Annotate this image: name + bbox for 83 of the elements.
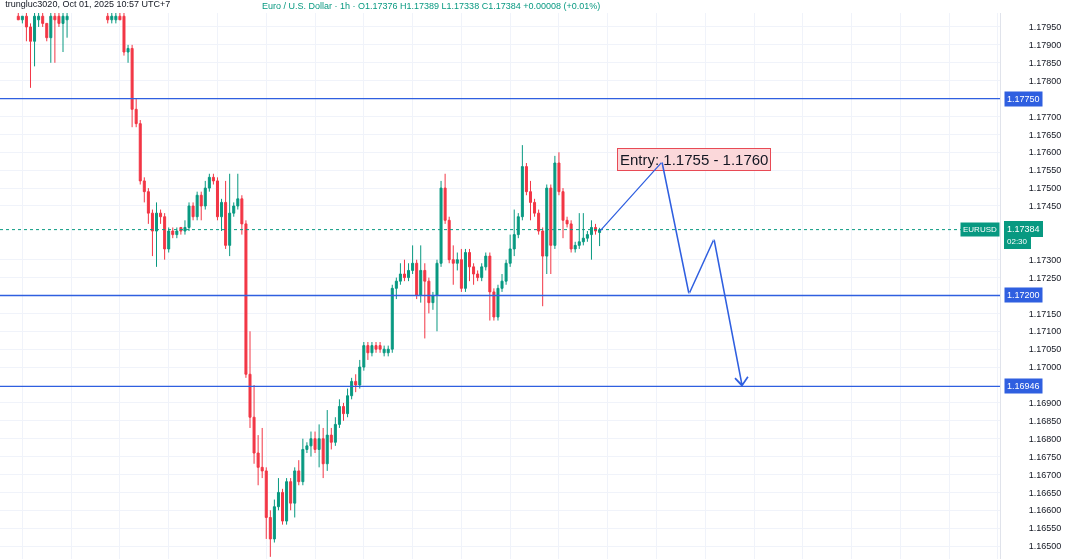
candlestick — [224, 180, 228, 250]
candlestick — [297, 459, 301, 486]
candlestick — [114, 13, 118, 24]
candlestick — [171, 226, 175, 239]
y-tick-label: 1.17700 — [1028, 111, 1062, 122]
y-tick-label: 1.16700 — [1028, 469, 1062, 480]
y-tick-label: 1.17650 — [1028, 129, 1062, 140]
candlestick — [488, 252, 492, 322]
y-tick-label: 1.16500 — [1028, 541, 1062, 552]
candlestick — [325, 409, 329, 472]
candlestick — [289, 477, 293, 511]
candlestick — [370, 341, 374, 357]
y-tick-label: 1.16900 — [1028, 398, 1062, 409]
candlestick — [549, 184, 553, 275]
candlestick — [419, 244, 423, 304]
candlestick — [20, 15, 24, 24]
candlestick — [122, 13, 126, 57]
candlestick — [301, 438, 305, 486]
chart-subtitle: Euro / U.S. Dollar · 1h · O1.17376 H1.17389 L1.17338 C1.17384 +0.00008 (+0.01%) — [262, 1, 601, 11]
candlestick — [110, 13, 114, 24]
annotation: Entry: 1.1755 - 1.1760 — [620, 151, 769, 168]
y-tick-label: 1.16550 — [1028, 523, 1062, 534]
candlestick — [329, 427, 333, 450]
candlestick — [374, 341, 378, 354]
y-tick-label: 1.16750 — [1028, 451, 1062, 462]
candlestick — [354, 373, 358, 393]
y-tick-label: 1.17900 — [1028, 40, 1062, 51]
candlestick — [423, 262, 427, 339]
y-tick-label: 1.17250 — [1028, 272, 1062, 283]
y-tick-label: 1.16850 — [1028, 415, 1062, 426]
y-tick-label: 1.17050 — [1028, 344, 1062, 355]
candlestick — [195, 191, 199, 221]
candlestick — [378, 341, 382, 354]
y-tick-label: 1.16800 — [1028, 433, 1062, 444]
y-tick-label: 1.17100 — [1028, 326, 1062, 337]
candlestick — [402, 259, 406, 282]
candlestick — [281, 488, 285, 526]
candlestick — [163, 212, 167, 261]
y-tick-label: 1.17450 — [1028, 201, 1062, 212]
candlestick — [468, 248, 472, 282]
candlestick — [61, 13, 65, 53]
candlestick — [313, 431, 317, 454]
candlestick — [382, 345, 386, 357]
y-tick-label: 1.17550 — [1028, 165, 1062, 176]
text: 1.17384 — [1007, 224, 1040, 234]
text: 02:30 — [1007, 237, 1028, 246]
candlestick — [463, 248, 467, 293]
chart-title: trungluc3020, Oct 01, 2025 10:57 UTC+7 — [5, 0, 171, 10]
candlestick — [309, 431, 313, 458]
y-tick-label: 1.17150 — [1028, 308, 1062, 319]
candlestick — [321, 427, 325, 479]
ref-line-label: 1.17200 — [1007, 290, 1040, 300]
y-tick-label: 1.16650 — [1028, 487, 1062, 498]
candlestick — [215, 176, 219, 221]
y-tick-label: 1.17300 — [1028, 254, 1062, 265]
candlestick — [53, 13, 57, 64]
candlestick — [16, 13, 20, 21]
y-tick-label: 1.17950 — [1028, 22, 1062, 33]
y-tick-label: 1.17600 — [1028, 147, 1062, 158]
candlestick — [455, 252, 459, 271]
candlestick — [191, 201, 195, 221]
candlestick — [33, 13, 37, 67]
ref-line-label: 1.16946 — [1007, 381, 1040, 391]
y-tick-label: 1.17800 — [1028, 75, 1062, 86]
candlestick — [285, 477, 289, 526]
candlestick — [130, 44, 134, 128]
candlestick — [317, 423, 321, 468]
y-tick-label: 1.17850 — [1028, 57, 1062, 68]
candlestick — [569, 219, 573, 254]
y-tick-label: 1.17000 — [1028, 362, 1062, 373]
candlestick — [106, 13, 110, 24]
candlestick — [49, 13, 53, 64]
candlestick — [293, 466, 297, 518]
candlestick — [366, 341, 370, 361]
candlestick — [342, 402, 345, 422]
candlestick — [415, 259, 419, 300]
candlestick — [199, 191, 203, 221]
y-tick-label: 1.16600 — [1028, 505, 1062, 516]
ref-line-label: EURUSD — [963, 225, 997, 234]
candlestick — [459, 248, 463, 293]
y-tick-label: 1.17500 — [1028, 183, 1062, 194]
candlestick — [126, 44, 130, 64]
ref-line-label: 1.17750 — [1007, 94, 1040, 104]
